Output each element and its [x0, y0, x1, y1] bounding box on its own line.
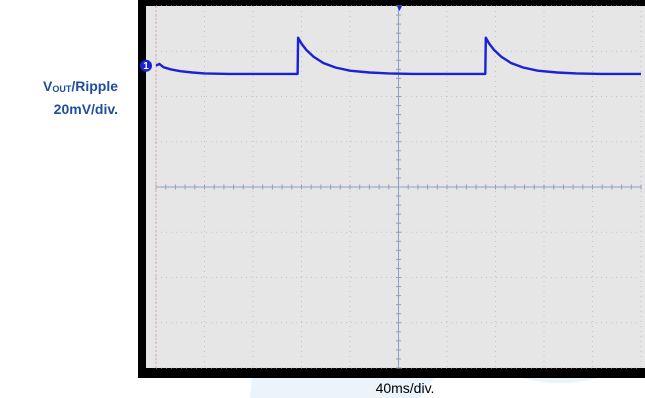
- trigger-marker: [397, 6, 402, 11]
- oscilloscope-screen: 1: [138, 0, 645, 378]
- channel-1-marker: 1: [140, 59, 152, 72]
- channel-marker-label: 1: [143, 61, 149, 72]
- grid: [155, 5, 642, 369]
- voltage-ripple-trace: [155, 36, 641, 76]
- y-axis-label: VOUT/Ripple 20mV/div.: [42, 78, 118, 117]
- x-axis-label: 40ms/div.: [375, 380, 435, 396]
